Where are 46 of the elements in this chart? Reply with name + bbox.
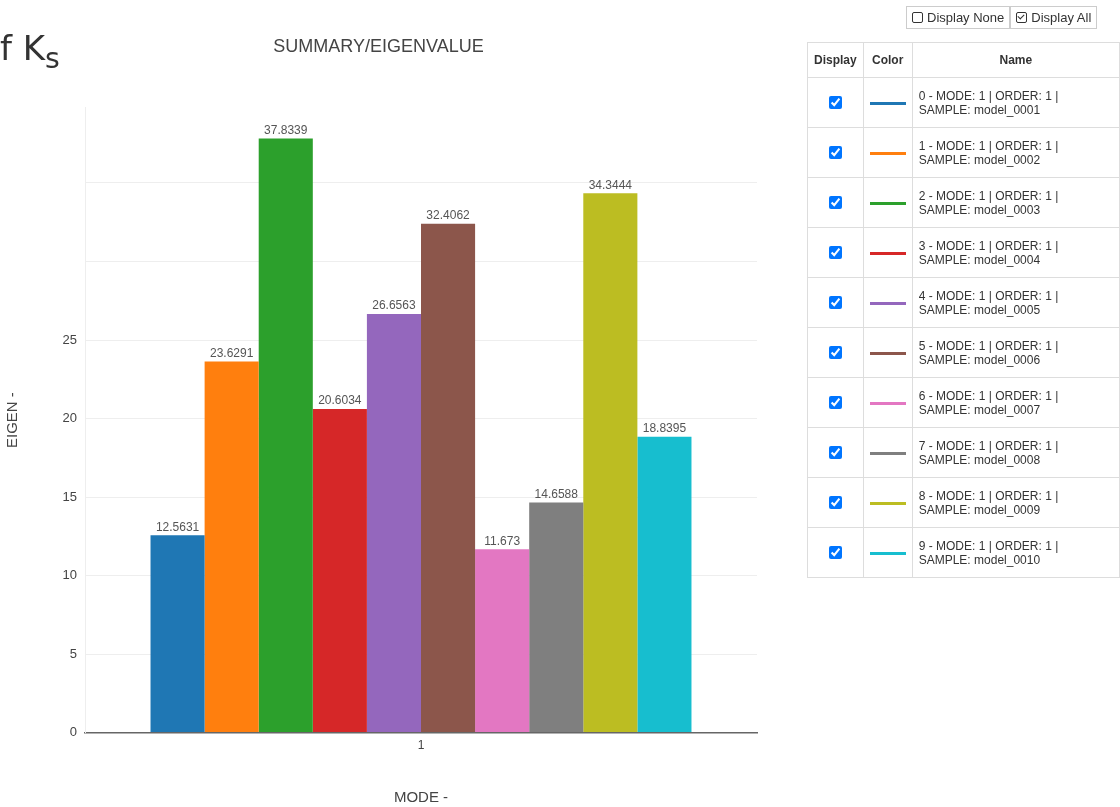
legend-label: 9 - MODE: 1 | ORDER: 1 | SAMPLE: model_0010 bbox=[912, 527, 1120, 578]
text: f K$_{s}$ bbox=[0, 28, 60, 75]
data-label: 11.673 bbox=[484, 533, 521, 548]
bar bbox=[258, 138, 313, 733]
legend-label: 3 - MODE: 1 | ORDER: 1 | SAMPLE: model_0004 bbox=[912, 227, 1120, 278]
data-label: 20.6034 bbox=[318, 393, 362, 408]
data-label: 12.5631 bbox=[155, 519, 200, 534]
x-tick-label: 1 bbox=[417, 738, 425, 753]
data-label: 18.8395 bbox=[642, 421, 687, 436]
x-axis-title: MODE - bbox=[393, 788, 449, 806]
bar bbox=[583, 193, 638, 733]
text: Display None bbox=[927, 10, 1005, 25]
legend-label: 2 - MODE: 1 | ORDER: 1 | SAMPLE: model_0003 bbox=[912, 177, 1120, 228]
data-label: 23.6291 bbox=[209, 345, 254, 360]
legend-label: 7 - MODE: 1 | ORDER: 1 | SAMPLE: model_0008 bbox=[912, 427, 1120, 478]
bar bbox=[150, 535, 205, 733]
bar bbox=[529, 502, 584, 733]
data-label: 34.3444 bbox=[588, 177, 633, 192]
legend-label: 5 - MODE: 1 | ORDER: 1 | SAMPLE: model_0006 bbox=[912, 327, 1120, 378]
bar bbox=[312, 409, 367, 733]
chart-title: SUMMARY/EIGENVALUE bbox=[273, 35, 484, 56]
y-axis-title: EIGEN - bbox=[3, 392, 21, 449]
data-label: 32.4062 bbox=[426, 208, 471, 223]
text: Display All bbox=[1031, 10, 1092, 25]
y-tick-label: 25 bbox=[62, 331, 77, 347]
y-tick-label: 10 bbox=[62, 567, 77, 583]
legend-label: 1 - MODE: 1 | ORDER: 1 | SAMPLE: model_0002 bbox=[912, 127, 1120, 178]
y-tick-label: 5 bbox=[69, 645, 77, 661]
legend-label: 8 - MODE: 1 | ORDER: 1 | SAMPLE: model_0009 bbox=[912, 477, 1120, 528]
bar bbox=[475, 549, 530, 733]
legend-label: 0 - MODE: 1 | ORDER: 1 | SAMPLE: model_0001 bbox=[912, 77, 1120, 128]
bar bbox=[204, 361, 259, 733]
legend-label: 4 - MODE: 1 | ORDER: 1 | SAMPLE: model_0005 bbox=[912, 277, 1120, 328]
y-tick-label: 0 bbox=[69, 724, 77, 740]
data-label: 37.8339 bbox=[264, 122, 308, 137]
data-label: 14.6588 bbox=[534, 486, 579, 501]
text: Display bbox=[807, 42, 864, 78]
text: Color bbox=[863, 42, 913, 78]
text: Name bbox=[912, 42, 1120, 78]
bar bbox=[366, 314, 421, 733]
y-tick-label: 15 bbox=[62, 488, 77, 504]
bar bbox=[421, 223, 476, 733]
y-tick-label: 20 bbox=[62, 410, 77, 426]
legend-label: 6 - MODE: 1 | ORDER: 1 | SAMPLE: model_0007 bbox=[912, 377, 1120, 428]
bar bbox=[637, 436, 692, 733]
data-label: 26.6563 bbox=[372, 298, 416, 313]
